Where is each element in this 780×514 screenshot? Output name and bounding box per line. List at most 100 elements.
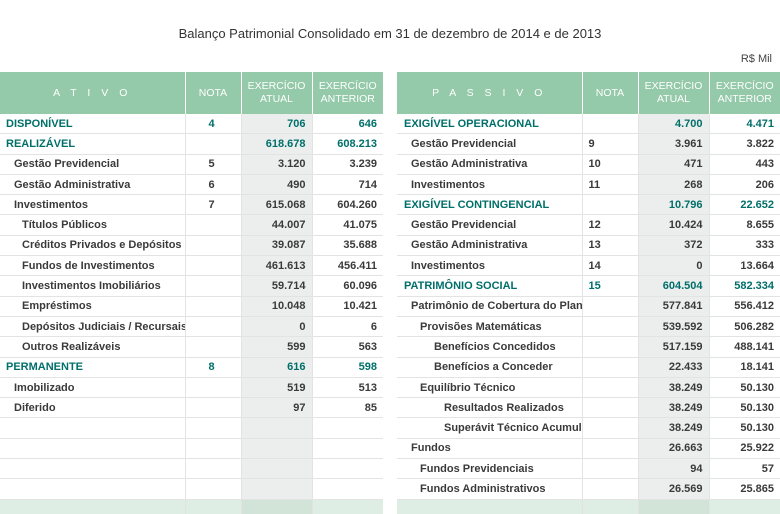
- row-atual: 39.087: [241, 235, 313, 257]
- row-nota: [185, 296, 242, 317]
- row-atual: 97: [241, 397, 313, 419]
- row-label: Títulos Públicos: [0, 214, 186, 236]
- row-anterior: 25.865: [709, 478, 780, 500]
- passivo-row: Benefícios a Conceder 22.433 18.141: [397, 357, 780, 378]
- row-anterior: 488.141: [709, 336, 780, 358]
- row-atual: 10.796: [638, 194, 710, 216]
- row-nota: [185, 377, 242, 399]
- ativo-row: DISPONÍVEL 4 706 646: [0, 114, 383, 135]
- row-atual: 618.678: [241, 133, 313, 155]
- row-anterior: 3.822: [709, 133, 780, 155]
- row-nota: [185, 235, 242, 257]
- row-atual: 490: [241, 174, 313, 196]
- row-label: Depósitos Judiciais / Recursais: [0, 316, 186, 338]
- row-atual: 599: [241, 336, 313, 358]
- ativo-row-empty: [0, 458, 383, 480]
- row-nota: [185, 438, 242, 460]
- exercicio-atual-column-header: EXERCÍCIO ATUAL: [241, 72, 313, 114]
- row-atual: 706: [241, 114, 313, 135]
- row-atual: 604.504: [638, 275, 710, 297]
- row-label: Investimentos: [0, 194, 186, 216]
- row-nota: 11: [582, 174, 639, 196]
- row-label: REALIZÁVEL: [0, 133, 186, 155]
- row-anterior: [312, 417, 383, 439]
- row-anterior: 8.655: [709, 214, 780, 236]
- row-atual: 461.613: [241, 255, 313, 277]
- row-label: Fundos de Investimentos: [0, 255, 186, 277]
- row-label: Gestão Previdencial: [397, 214, 583, 236]
- row-anterior: 4.471: [709, 114, 780, 135]
- row-nota: [185, 275, 242, 297]
- ativo-row: Gestão Previdencial 5 3.120 3.239: [0, 154, 383, 175]
- row-label: Equilíbrio Técnico: [397, 377, 583, 399]
- ativo-row-empty: [0, 417, 383, 439]
- row-label: Investimentos Imobiliários: [0, 275, 186, 297]
- row-atual: 577.841: [638, 296, 710, 317]
- row-atual: [241, 458, 313, 480]
- row-nota: [185, 255, 242, 277]
- row-anterior: 608.213: [312, 133, 383, 155]
- row-nota: 13: [582, 235, 639, 257]
- row-anterior: 50.130: [709, 377, 780, 399]
- nota-column-header: NOTA: [185, 72, 242, 114]
- ativo-row: REALIZÁVEL 618.678 608.213: [0, 133, 383, 155]
- row-nota: [185, 133, 242, 155]
- row-nota: [582, 438, 639, 460]
- row-atual: [241, 417, 313, 439]
- row-nota: [185, 214, 242, 236]
- ativo-row: Gestão Administrativa 6 490 714: [0, 174, 383, 196]
- row-label: Patrimônio de Cobertura do Plano: [397, 296, 583, 317]
- row-anterior: 604.260: [312, 194, 383, 216]
- row-nota: [185, 336, 242, 358]
- row-anterior: [312, 458, 383, 480]
- row-anterior: 556.412: [709, 296, 780, 317]
- row-nota: [582, 357, 639, 378]
- row-atual: 3.120: [241, 154, 313, 175]
- row-label: Gestão Administrativa: [0, 174, 186, 196]
- ativo-row: Investimentos Imobiliários 59.714 60.096: [0, 275, 383, 297]
- report-title: Balanço Patrimonial Consolidado em 31 de…: [178, 26, 602, 41]
- row-nota: [582, 336, 639, 358]
- passivo-row: Gestão Previdencial 9 3.961 3.822: [397, 133, 780, 155]
- row-nota: 4: [185, 114, 242, 135]
- row-anterior: [312, 438, 383, 460]
- row-atual: 10.048: [241, 296, 313, 317]
- passivo-row: EXIGÍVEL OPERACIONAL 4.700 4.471: [397, 114, 780, 135]
- passivo-header-row: P A S S I V O NOTA EXERCÍCIO ATUAL EXERCÍ…: [397, 72, 780, 114]
- passivo-row: Patrimônio de Cobertura do Plano 577.841…: [397, 296, 780, 317]
- passivo-row: Fundos 26.663 25.922: [397, 438, 780, 460]
- row-label: PATRIMÔNIO SOCIAL: [397, 275, 583, 297]
- row-label: [0, 458, 186, 480]
- row-atual: 26.569: [638, 478, 710, 500]
- row-atual: [241, 478, 313, 500]
- row-anterior: 13.664: [709, 255, 780, 277]
- row-atual: 59.714: [241, 275, 313, 297]
- row-label: Créditos Privados e Depósitos: [0, 235, 186, 257]
- row-anterior: [312, 478, 383, 500]
- ativo-row: Títulos Públicos 44.007 41.075: [0, 214, 383, 236]
- ativo-row: Fundos de Investimentos 461.613 456.411: [0, 255, 383, 277]
- row-label: Investimentos: [397, 255, 583, 277]
- row-atual: 519: [241, 377, 313, 399]
- row-atual: 4.700: [638, 114, 710, 135]
- row-anterior: 6: [312, 316, 383, 338]
- passivo-footer-row: [397, 499, 780, 514]
- row-nota: 10: [582, 154, 639, 175]
- row-atual: 471: [638, 154, 710, 175]
- row-label: Fundos Administrativos: [397, 478, 583, 500]
- row-nota: [185, 417, 242, 439]
- row-atual: [241, 438, 313, 460]
- row-label: Gestão Previdencial: [0, 154, 186, 175]
- row-anterior: 57: [709, 458, 780, 480]
- row-anterior: 35.688: [312, 235, 383, 257]
- ativo-table: A T I V O NOTA EXERCÍCIO ATUAL EXERCÍCIO A…: [0, 72, 383, 514]
- exercicio-anterior-column-header: EXERCÍCIO ANTERIOR: [312, 72, 383, 114]
- passivo-section-header: P A S S I V O: [397, 72, 583, 114]
- row-anterior: 41.075: [312, 214, 383, 236]
- row-nota: [582, 296, 639, 317]
- row-nota: [582, 478, 639, 500]
- row-label: EXIGÍVEL CONTINGENCIAL: [397, 194, 583, 216]
- row-nota: 14: [582, 255, 639, 277]
- row-anterior: 50.130: [709, 397, 780, 419]
- row-label: Imobilizado: [0, 377, 186, 399]
